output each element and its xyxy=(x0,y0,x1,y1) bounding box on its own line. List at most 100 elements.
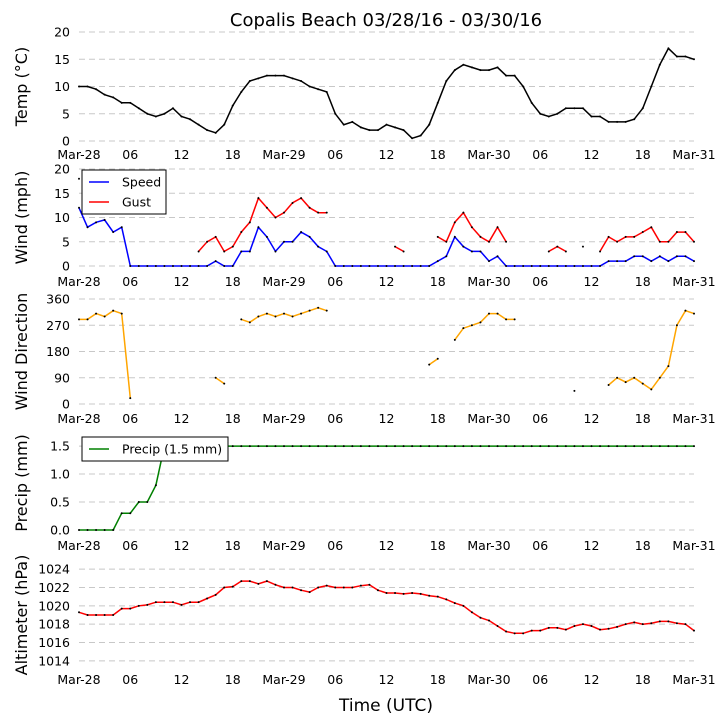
direction-x-tick-label: 12 xyxy=(584,411,600,426)
altimeter-data-point xyxy=(650,622,653,625)
temp-x-tick-label: 12 xyxy=(379,147,395,162)
temp-data-point xyxy=(539,112,542,115)
wind-x-tick-label: Mar-29 xyxy=(262,274,305,289)
direction-line-segment xyxy=(241,307,327,324)
wind-data-point xyxy=(317,211,320,214)
temp-x-tick-label: Mar-28 xyxy=(57,147,100,162)
altimeter-data-point xyxy=(462,604,465,607)
wind-data-point xyxy=(539,265,542,267)
wind-data-point xyxy=(248,250,251,253)
altimeter-data-point xyxy=(616,625,619,628)
direction-x-tick-label: 18 xyxy=(635,411,651,426)
temp-data-point xyxy=(479,69,482,72)
precip-data-point xyxy=(513,445,516,448)
wind-data-point xyxy=(146,265,149,267)
precip-y-tick-label: 1.5 xyxy=(50,439,70,454)
temp-x-tick-label: Mar-29 xyxy=(262,147,305,162)
wind-data-point xyxy=(436,260,439,263)
precip-data-point xyxy=(154,484,157,487)
wind-data-point xyxy=(581,265,584,267)
wind-x-tick-label: Mar-30 xyxy=(467,274,510,289)
temp-x-tick-label: 18 xyxy=(635,147,651,162)
temp-x-tick-label: 18 xyxy=(225,147,241,162)
wind-data-point xyxy=(624,260,627,263)
wind-y-tick-label: 15 xyxy=(54,186,70,201)
temp-data-point xyxy=(470,66,473,69)
altimeter-data-point xyxy=(581,623,584,626)
temp-data-point xyxy=(564,107,567,110)
wind-data-point xyxy=(624,235,627,238)
direction-data-point xyxy=(684,309,687,312)
temp-y-tick-label: 0 xyxy=(62,134,70,149)
temp-data-point xyxy=(129,101,132,104)
altimeter-data-point xyxy=(513,632,516,635)
temp-data-point xyxy=(581,107,584,110)
direction-data-point xyxy=(616,376,619,379)
wind-data-point xyxy=(488,260,490,263)
direction-x-tick-label: Mar-29 xyxy=(262,411,305,426)
wind-data-point xyxy=(180,265,183,267)
temp-panel: 0 5 10 15 20 Mar-28 06 12 18 Mar-29 06 12 18 Mar-30 06… xyxy=(12,25,716,163)
wind-x-tick-label: 06 xyxy=(532,274,548,289)
precip-data-point xyxy=(470,445,473,448)
precip-data-point xyxy=(675,445,678,448)
wind-line-segment xyxy=(198,196,327,253)
wind-data-point xyxy=(522,265,525,267)
altimeter-data-point xyxy=(693,629,695,632)
wind-data-point xyxy=(112,231,115,234)
direction-data-point xyxy=(274,315,277,318)
altimeter-data-point xyxy=(103,614,106,616)
wind-data-point xyxy=(479,235,482,238)
direction-line-segment xyxy=(79,309,132,399)
wind-data-point xyxy=(189,265,192,267)
temp-data-point xyxy=(573,107,576,110)
altimeter-data-point xyxy=(351,586,354,589)
precip-x-tick-label: 06 xyxy=(532,538,548,553)
precip-data-point xyxy=(650,445,653,448)
temp-x-tick-label: Mar-31 xyxy=(672,147,715,162)
direction-data-point xyxy=(479,321,482,324)
temp-data-point xyxy=(624,120,627,123)
wind-data-point xyxy=(291,240,294,243)
wind-data-point xyxy=(616,260,619,263)
altimeter-data-point xyxy=(633,621,636,624)
precip-y-axis-label: Precip (mm) xyxy=(12,434,31,532)
wind-x-tick-label: 18 xyxy=(430,274,446,289)
wind-data-point xyxy=(214,260,217,263)
precip-data-point xyxy=(590,445,593,448)
wind-data-point xyxy=(658,240,661,243)
altimeter-y-tick-label: 1024 xyxy=(38,562,70,577)
wind-data-point xyxy=(607,235,610,238)
direction-data-point xyxy=(693,312,695,315)
precip-data-point xyxy=(240,445,243,448)
temp-data-point xyxy=(95,88,98,91)
altimeter-data-point xyxy=(206,597,209,600)
precip-x-tick-label: 06 xyxy=(122,538,138,553)
precip-data-point xyxy=(351,445,354,448)
precip-data-point xyxy=(300,445,303,448)
altimeter-data-point xyxy=(308,591,311,594)
precip-data-point xyxy=(334,445,337,448)
altimeter-data-point xyxy=(505,630,508,633)
temp-data-point xyxy=(214,131,217,134)
temp-x-tick-label: 06 xyxy=(327,147,343,162)
temp-data-point xyxy=(530,101,533,104)
temp-data-point xyxy=(206,129,209,132)
wind-x-tick-label: 12 xyxy=(174,274,190,289)
temp-y-axis-label: Temp (°C) xyxy=(12,47,31,127)
wind-data-point xyxy=(274,216,277,219)
direction-data-point xyxy=(103,315,106,318)
wind-x-tick-label: 06 xyxy=(327,274,343,289)
altimeter-data-point xyxy=(231,585,234,588)
temp-data-point xyxy=(658,63,661,66)
altimeter-x-tick-label: 06 xyxy=(122,672,138,687)
temp-data-point xyxy=(445,80,448,83)
altimeter-x-tick-label: 12 xyxy=(584,672,600,687)
precip-x-tick-label: 18 xyxy=(430,538,446,553)
temp-data-point xyxy=(402,129,405,132)
temp-data-point xyxy=(385,123,388,126)
wind-data-point xyxy=(693,240,695,243)
wind-data-point xyxy=(462,211,465,214)
wind-data-point xyxy=(214,235,217,238)
altimeter-data-point xyxy=(556,626,559,629)
